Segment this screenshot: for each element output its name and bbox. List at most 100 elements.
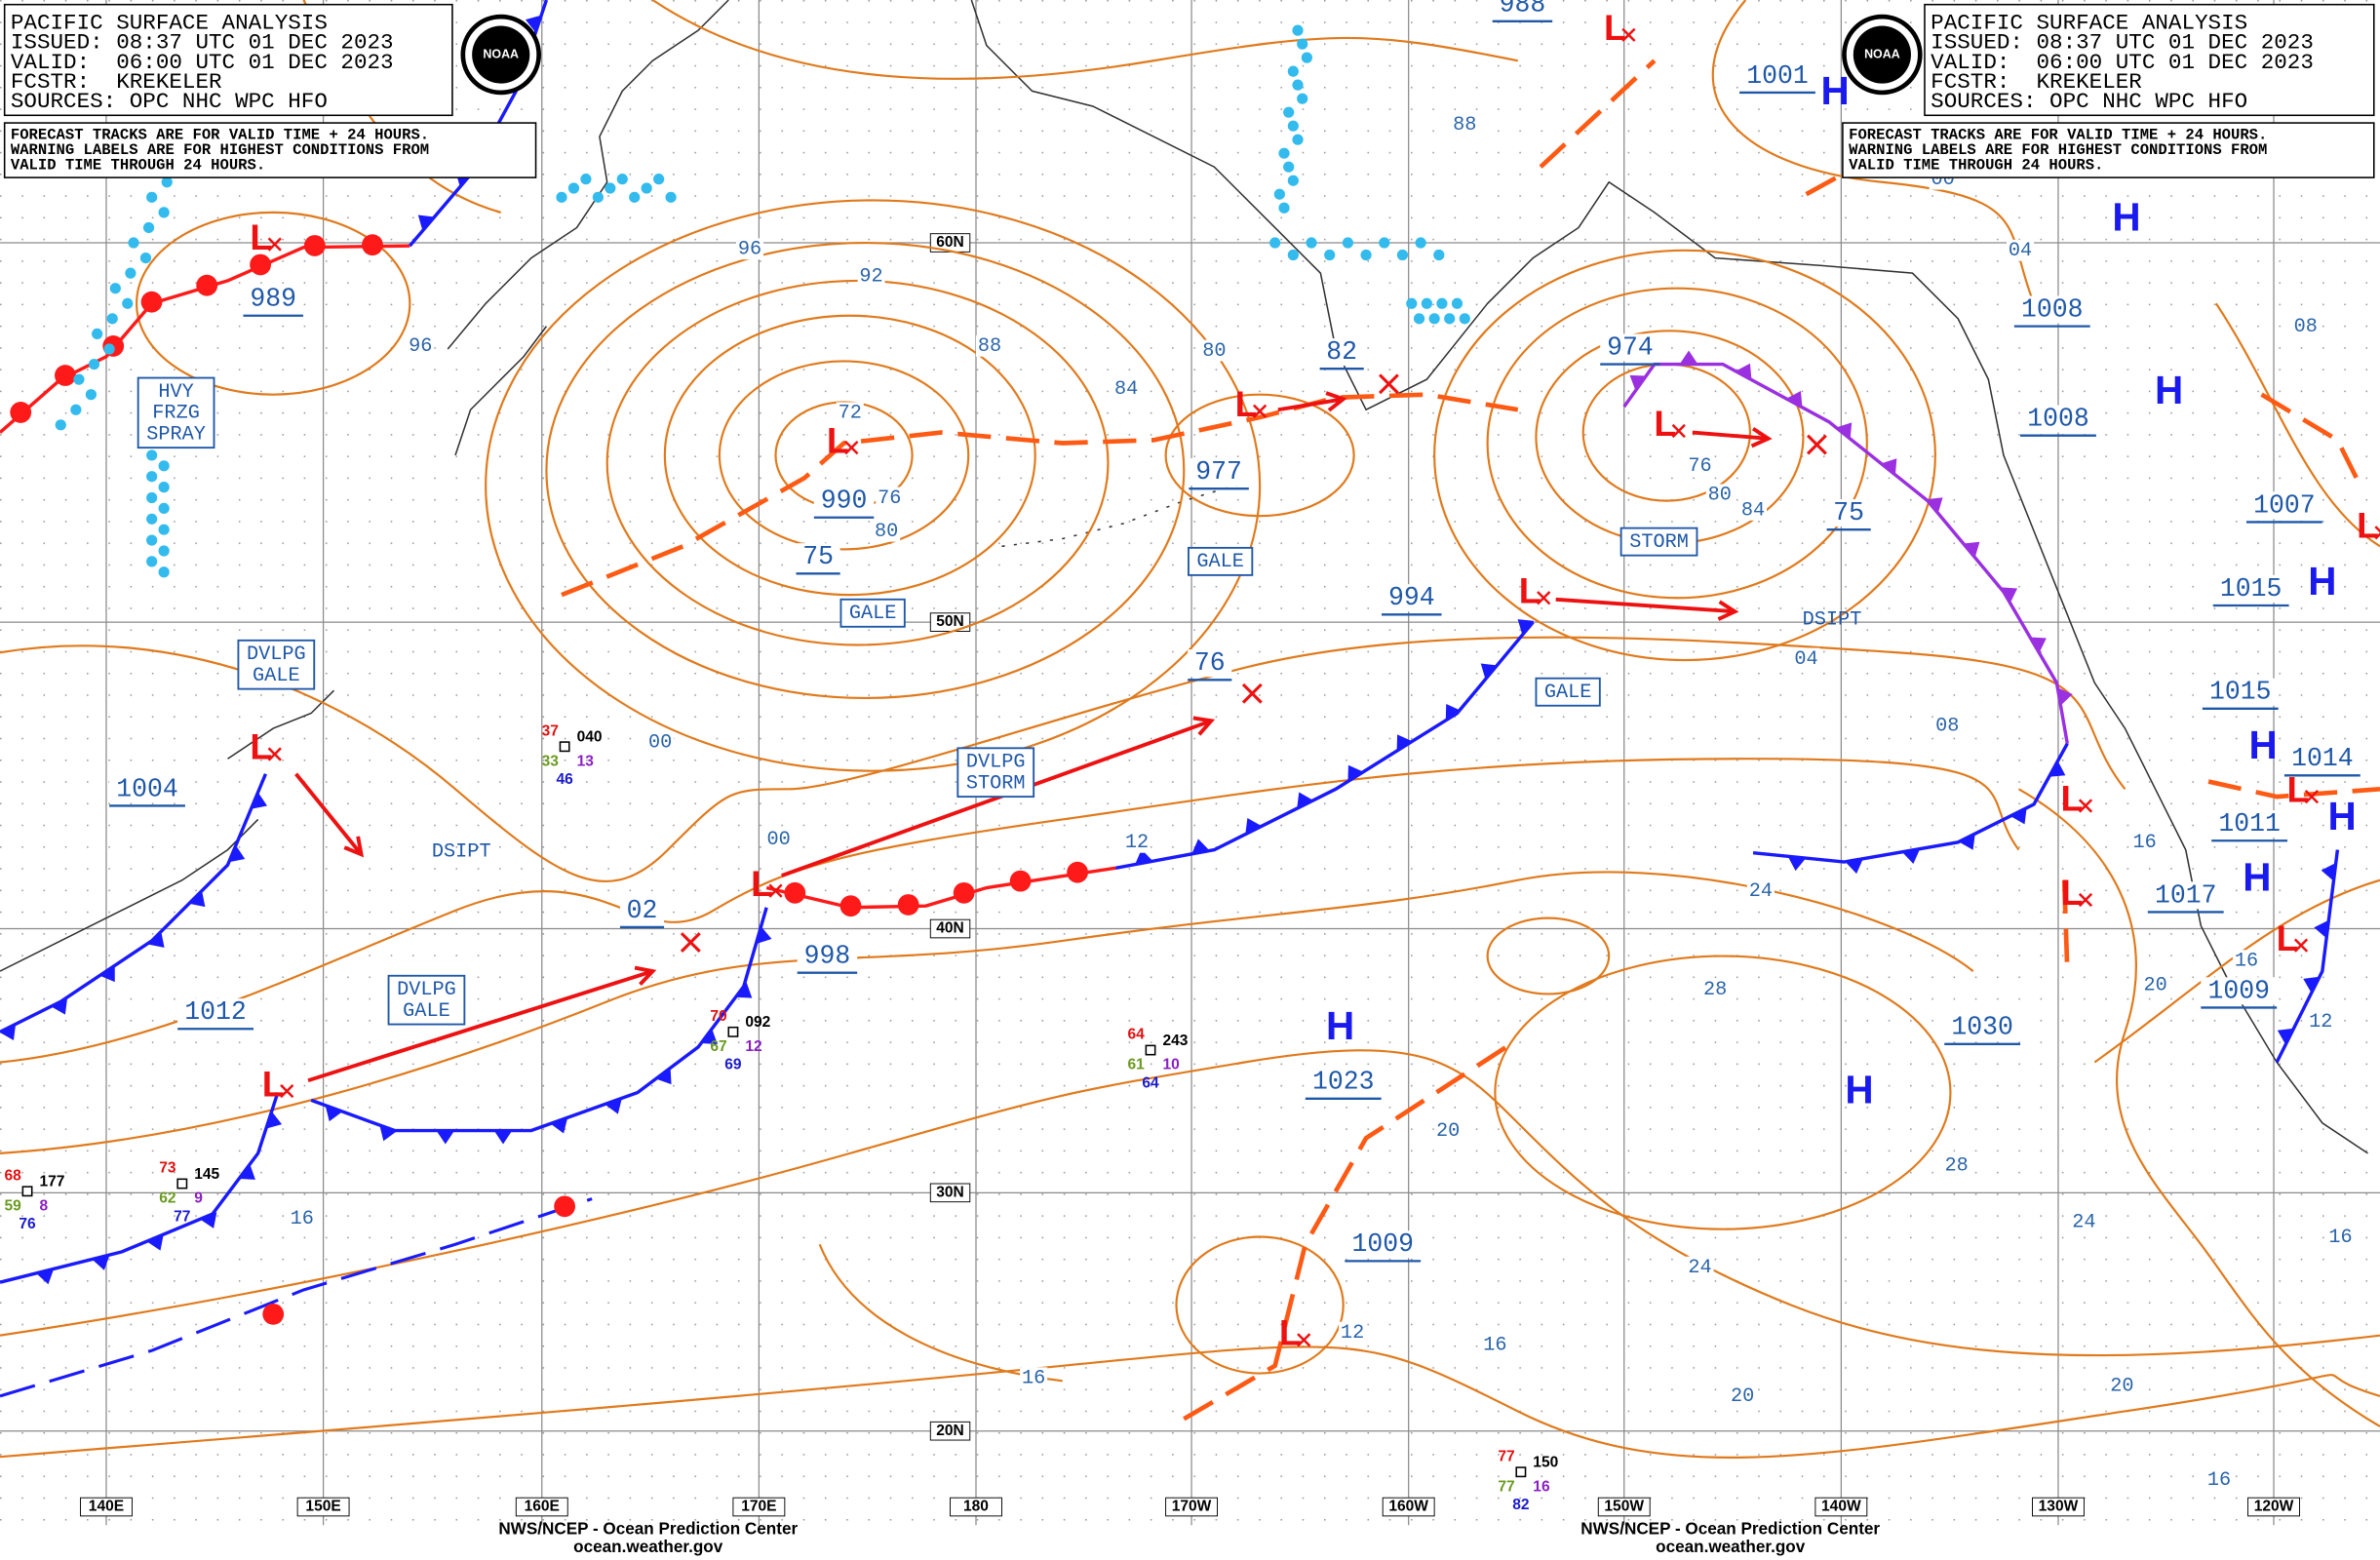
spray-dot <box>1287 120 1299 132</box>
spray-dot <box>616 174 628 185</box>
cold-front-barb <box>605 1098 622 1114</box>
warning-label: GALE <box>1196 551 1244 573</box>
trough <box>2260 392 2362 488</box>
fronts <box>0 0 2380 1422</box>
spray-dot <box>158 566 170 578</box>
warm-front-barb <box>303 235 326 256</box>
high-center: H <box>2327 794 2356 838</box>
low-center: L <box>1235 383 1258 424</box>
occluded-front-barb <box>1679 350 1698 365</box>
trough <box>1183 1037 1520 1422</box>
occluded-front-barb <box>1736 363 1752 380</box>
cold-front-barb <box>251 792 267 809</box>
pressure-label: 75 <box>802 542 834 571</box>
pressure-label: 76 <box>1194 648 1226 678</box>
spray-dot <box>146 513 158 525</box>
cold-front-barb <box>525 15 542 33</box>
spray-dot <box>1273 188 1285 200</box>
cold-front <box>1752 742 2069 864</box>
spray-dot <box>1283 106 1295 118</box>
lon-label-box <box>950 1497 1002 1517</box>
spray-dot <box>1406 297 1418 309</box>
isobar <box>485 199 1262 772</box>
warning-box <box>1619 526 1698 557</box>
spray-dot <box>653 174 665 185</box>
warning-label: GALE <box>403 1000 450 1023</box>
station-value: 13 <box>577 753 595 769</box>
station-value: 37 <box>542 722 559 739</box>
spray-dot <box>85 389 98 401</box>
lon-label: 160W <box>1388 1499 1428 1515</box>
cold-front-barb <box>2303 976 2321 994</box>
pressure-label: 1023 <box>1312 1068 1375 1097</box>
forecast-track-head <box>634 965 657 986</box>
station-marker <box>176 1178 188 1190</box>
spray-dot <box>1428 313 1440 325</box>
isobar-label-bg <box>736 238 764 260</box>
spray-dot <box>1451 297 1463 309</box>
warm-front-barb <box>262 1303 285 1325</box>
spray-dot <box>1269 237 1281 249</box>
cold-front-barb <box>265 1111 283 1129</box>
isobar-label: 76 <box>878 488 901 510</box>
isobar-label-bg <box>2204 1468 2233 1491</box>
high-center: H <box>1845 1067 1873 1112</box>
cold-front <box>2275 849 2340 1064</box>
footer-site: ocean.weather.gov <box>573 1538 723 1556</box>
isobar <box>718 360 970 551</box>
pressure-label: 994 <box>1388 583 1435 612</box>
spray-dot <box>88 358 100 370</box>
pressure-label-bg <box>619 896 665 924</box>
warning-box <box>237 639 316 690</box>
warm-front-barb <box>140 291 163 313</box>
isobar-label-bg <box>1942 1154 1970 1177</box>
lon-label-box <box>2032 1497 2085 1517</box>
cold-front-barb <box>1445 704 1462 721</box>
lon-label-box <box>1597 1497 1651 1517</box>
low-center: L <box>2357 504 2379 545</box>
low-center: L <box>2061 778 2084 819</box>
pressure-label-bg <box>2201 977 2278 1005</box>
isobars <box>0 0 2380 1459</box>
spray-dot <box>92 328 103 340</box>
station-value: 73 <box>159 1160 176 1177</box>
trough <box>2207 779 2380 800</box>
lon-label: 180 <box>963 1499 989 1515</box>
isobar-label-bg <box>1451 113 1479 136</box>
note-line: VALID TIME THROUGH 24 HOURS. <box>1849 157 2103 175</box>
low-center-x <box>1671 423 1686 439</box>
isobar-label-bg <box>646 731 675 753</box>
warm-front-barb <box>953 881 975 904</box>
spray-dot <box>146 491 158 504</box>
spray-dot <box>158 482 170 493</box>
lon-label: 160E <box>525 1499 560 1515</box>
warm-front-barb <box>784 881 806 904</box>
cold-front-barb <box>2314 919 2329 939</box>
header-right: PACIFIC SURFACE ANALYSIS ISSUED: 08:37 U… <box>1842 3 2375 178</box>
cold-front-barb <box>417 214 435 231</box>
low-center-x <box>768 883 783 898</box>
forecast-track <box>781 719 1212 878</box>
spray-dot <box>1415 237 1426 249</box>
station-value: 8 <box>39 1197 48 1214</box>
warning-box <box>137 376 215 449</box>
isobar-label: 12 <box>1341 1322 1364 1345</box>
spray-dot <box>1292 134 1304 145</box>
isobar-label-bg <box>1933 715 1962 736</box>
labels: 9891004101202998759778299476974100198875… <box>4 0 2380 1513</box>
cold-front-barb <box>36 1268 55 1285</box>
high-center: H <box>2155 368 2183 412</box>
pressure-label: 974 <box>1607 332 1654 362</box>
noaa-logo-inner <box>472 25 530 84</box>
spray-dot <box>592 191 604 203</box>
lon-label: 170W <box>1172 1499 1212 1515</box>
cold-front-barb <box>1347 764 1364 782</box>
occluded-front-barb <box>1836 422 1853 440</box>
lat-label: 40N <box>936 920 964 937</box>
lat-label-box <box>929 1421 971 1441</box>
cold-front-barb <box>92 1255 110 1270</box>
isobar-label: 16 <box>2235 951 2258 973</box>
pressure-label: 1011 <box>2218 809 2281 838</box>
isobar-label: 08 <box>1935 715 1959 737</box>
isobar-label: 24 <box>1688 1257 1711 1279</box>
